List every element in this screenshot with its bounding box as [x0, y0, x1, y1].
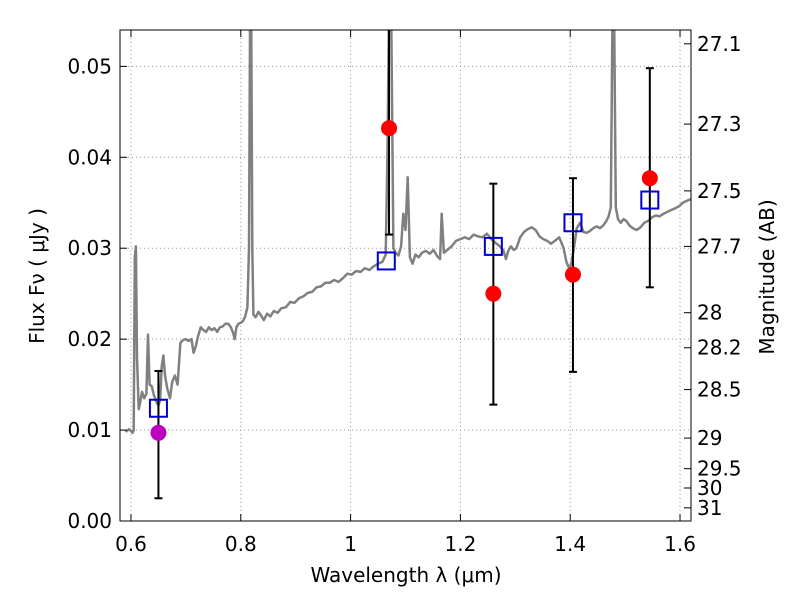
- observed-point: [485, 285, 502, 302]
- y-tick-label: 0.01: [67, 418, 112, 442]
- y2-tick-label: 27.7: [697, 234, 742, 258]
- x-tick-label: 1.6: [664, 532, 696, 556]
- spectrum-layer: [124, 30, 691, 435]
- model-point: [148, 398, 168, 418]
- model-point: [376, 251, 396, 271]
- observed-point: [381, 120, 398, 137]
- x-tick-label: 1.2: [444, 532, 476, 556]
- x-tick-label: 1: [344, 532, 357, 556]
- x-tick-label: 0.8: [225, 532, 257, 556]
- observed-point: [641, 170, 658, 187]
- y2-tick-label: 29: [697, 426, 722, 450]
- y2-tick-label: 27.1: [697, 32, 742, 56]
- y2-tick-label: 28: [697, 301, 722, 325]
- y-tick-label: 0.05: [67, 54, 112, 78]
- spectrum-line: [124, 30, 691, 435]
- y2-axis-label: Magnitude (AB): [755, 199, 779, 354]
- y-tick-label: 0.02: [67, 327, 112, 351]
- y2-tick-label: 29.5: [697, 457, 742, 481]
- x-axis-label: Wavelength λ (μm): [310, 563, 501, 587]
- y-axis-label: Flux Fν ( μJy ): [25, 208, 49, 344]
- observed-layer: [150, 120, 658, 441]
- model-point: [483, 236, 503, 256]
- y-axis: 0.00 0.01 0.02 0.03 0.04 0.05: [67, 54, 127, 533]
- model-point: [563, 213, 583, 233]
- y-tick-label: 0.03: [67, 236, 112, 260]
- plot-frame: [119, 29, 692, 522]
- x-tick-label: 0.6: [115, 532, 147, 556]
- x-axis: 0.6 0.8 1 1.2 1.4 1.6: [115, 30, 696, 556]
- y2-tick-label: 27.3: [697, 112, 742, 136]
- y2-tick-label: 31: [697, 496, 722, 520]
- observed-point: [150, 424, 167, 441]
- y2-tick-label: 28.2: [697, 336, 742, 360]
- errorbar-layer: [154, 30, 654, 500]
- y2-tick-label: 28.5: [697, 378, 742, 402]
- y2-tick-label: 30: [697, 476, 722, 500]
- grid: [120, 30, 691, 522]
- x-tick-label: 1.4: [554, 532, 586, 556]
- y-tick-label: 0.00: [67, 509, 112, 533]
- y-tick-label: 0.04: [67, 145, 112, 169]
- y2-tick-label: 27.5: [697, 179, 742, 203]
- model-layer: [148, 190, 660, 418]
- observed-point: [564, 266, 581, 283]
- model-point: [640, 190, 660, 210]
